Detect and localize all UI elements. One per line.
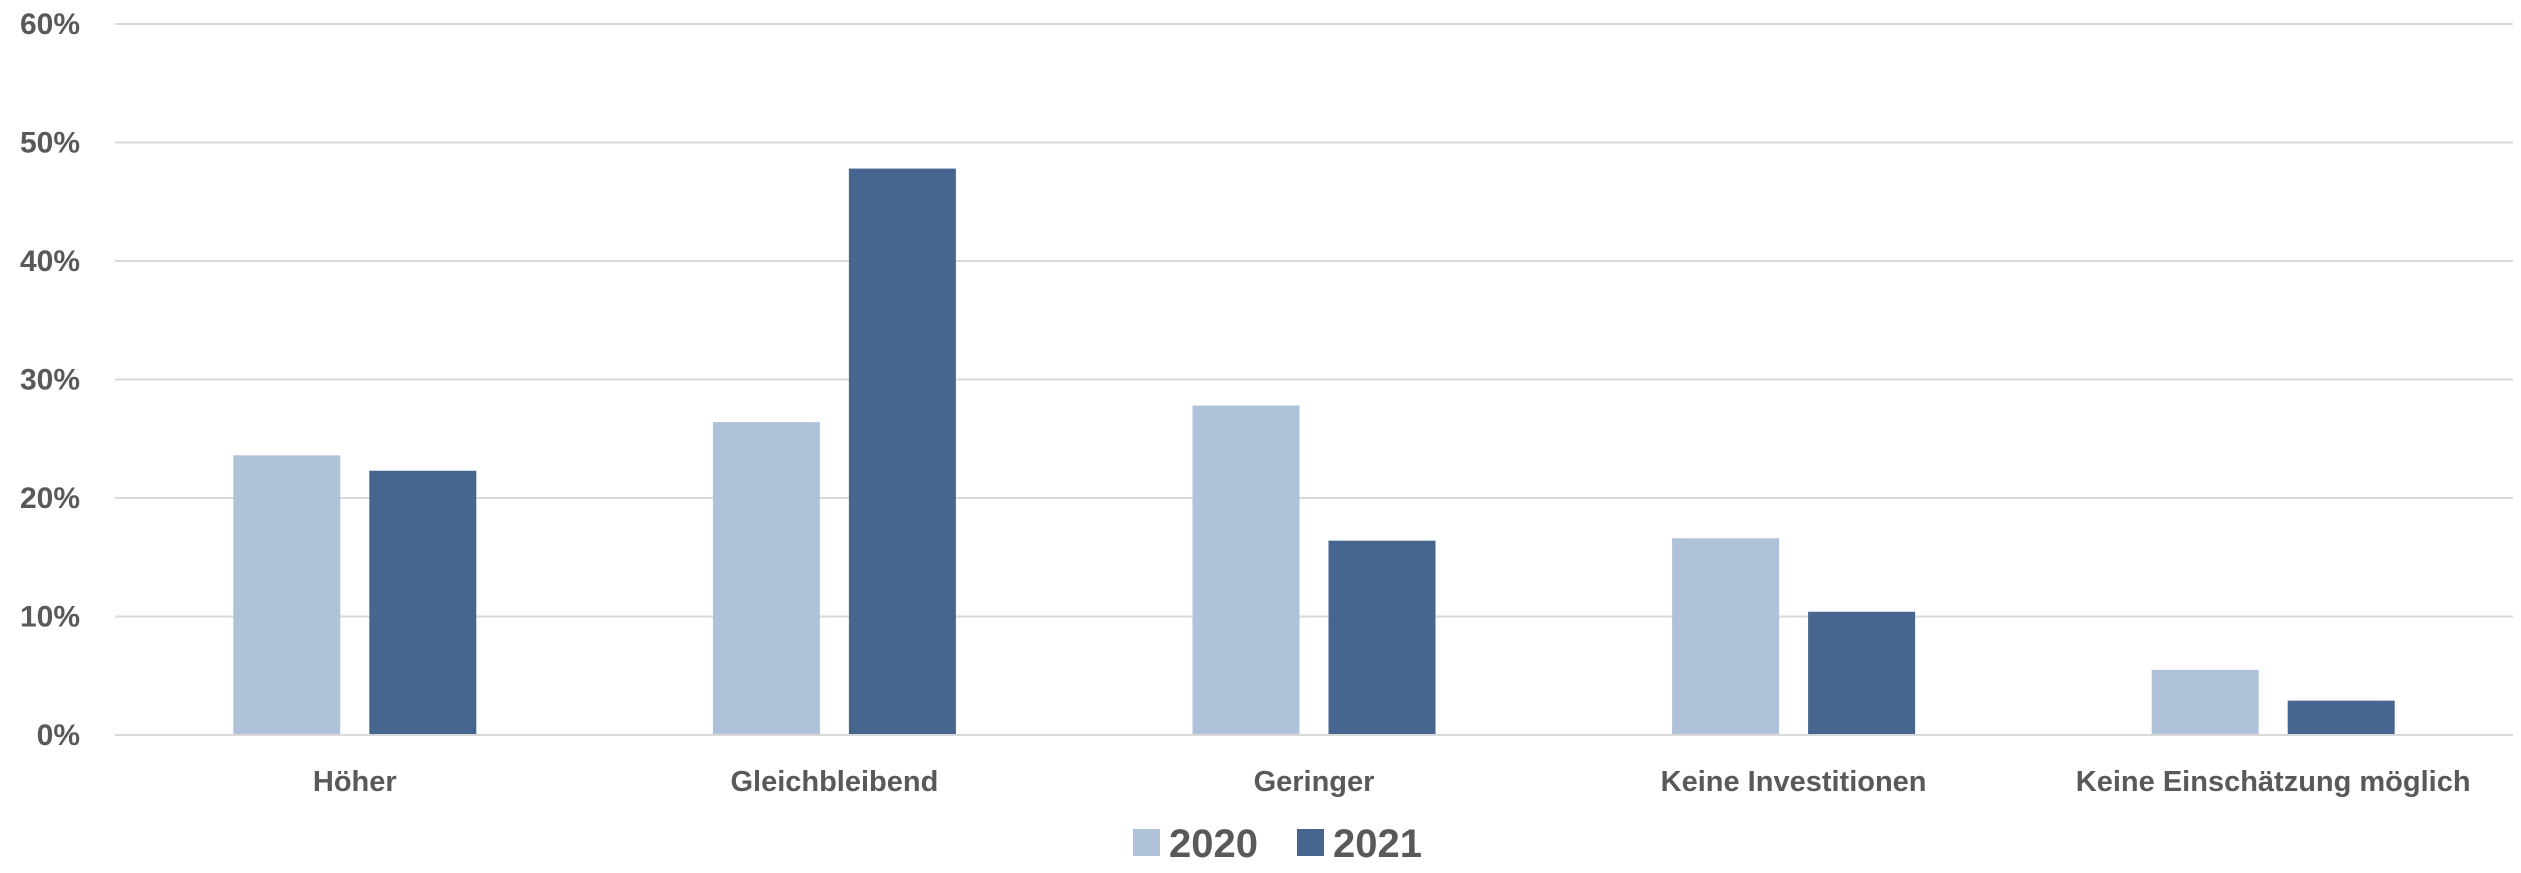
x-category-label: Gleichbleibend	[730, 766, 938, 798]
y-tick-label: 60%	[20, 8, 80, 41]
y-tick-label: 50%	[20, 127, 80, 160]
x-category-label: Keine Einschätzung möglich	[2076, 766, 2471, 798]
bar-2020-1	[712, 422, 820, 735]
legend: 2020 2021	[1133, 822, 1422, 866]
bars	[233, 168, 2395, 735]
y-tick-label: 20%	[20, 482, 80, 515]
x-category-label: Geringer	[1254, 766, 1375, 798]
bar-2020-0	[233, 455, 341, 735]
legend-swatch-2020	[1133, 829, 1160, 856]
y-tick-label: 0%	[37, 719, 80, 752]
legend-swatch-2021	[1297, 829, 1324, 856]
bar-2021-4	[2287, 700, 2395, 735]
legend-label: 2020	[1169, 822, 1258, 866]
bar-2020-2	[1192, 405, 1300, 735]
x-category-label: Höher	[313, 766, 397, 798]
y-tick-label: 10%	[20, 601, 80, 634]
bar-2021-1	[848, 168, 956, 735]
y-axis-tick-labels: 0% 10% 20% 30% 40% 50% 60%	[20, 8, 80, 752]
x-axis-category-labels: Höher Gleichbleibend Geringer Keine Investi…	[313, 766, 2471, 798]
y-tick-label: 30%	[20, 364, 80, 397]
gridlines	[115, 23, 2513, 618]
bar-2021-3	[1808, 611, 1916, 735]
x-category-label: Keine Investitionen	[1661, 766, 1927, 798]
bar-2021-0	[369, 470, 477, 735]
bar-2021-2	[1328, 540, 1436, 735]
legend-label: 2021	[1333, 822, 1422, 866]
y-tick-label: 40%	[20, 245, 80, 278]
bar-2020-3	[1672, 538, 1780, 735]
bar-2020-4	[2151, 669, 2259, 735]
